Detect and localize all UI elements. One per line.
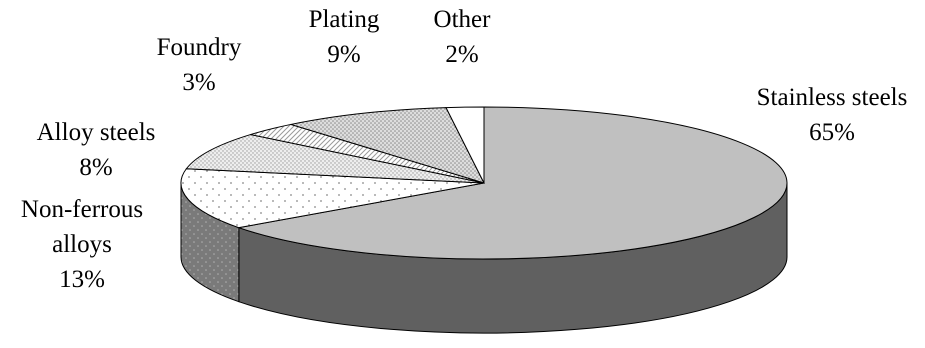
slice-label: Foundry 3%	[157, 34, 242, 96]
pie-slice	[185, 134, 485, 184]
pie-tops	[180, 106, 788, 260]
slice-label: Non-ferrous alloys 13%	[21, 196, 143, 293]
slice-name-label: Stainless steels	[757, 84, 908, 111]
slice-value-label: 2%	[445, 41, 478, 68]
slice-name-label: Foundry	[157, 34, 242, 61]
pie-slice	[445, 106, 485, 184]
slice-label: Other 2%	[434, 6, 492, 68]
slice-label: Stainless steels 65%	[757, 84, 908, 146]
slice-name-label: Non-ferrous	[21, 196, 143, 223]
slice-label: Plating 9%	[309, 6, 380, 68]
pie-labels: Stainless steels 65% Non-ferrous alloys 13% A…	[21, 6, 907, 293]
slice-value-label: 8%	[79, 154, 112, 181]
slice-name-label: alloys	[52, 231, 112, 258]
slice-name-label: Plating	[309, 6, 380, 33]
slice-name-label: Other	[434, 6, 492, 33]
slice-value-label: 3%	[182, 69, 215, 96]
slice-value-label: 65%	[809, 119, 855, 146]
slice-value-label: 13%	[59, 266, 105, 293]
pie-slice	[290, 107, 485, 184]
slice-name-label: Alloy steels	[37, 119, 156, 146]
pie-slice	[180, 168, 485, 229]
slice-value-label: 9%	[327, 41, 360, 68]
pie-slice	[236, 106, 788, 260]
slice-label: Alloy steels 8%	[37, 119, 156, 181]
